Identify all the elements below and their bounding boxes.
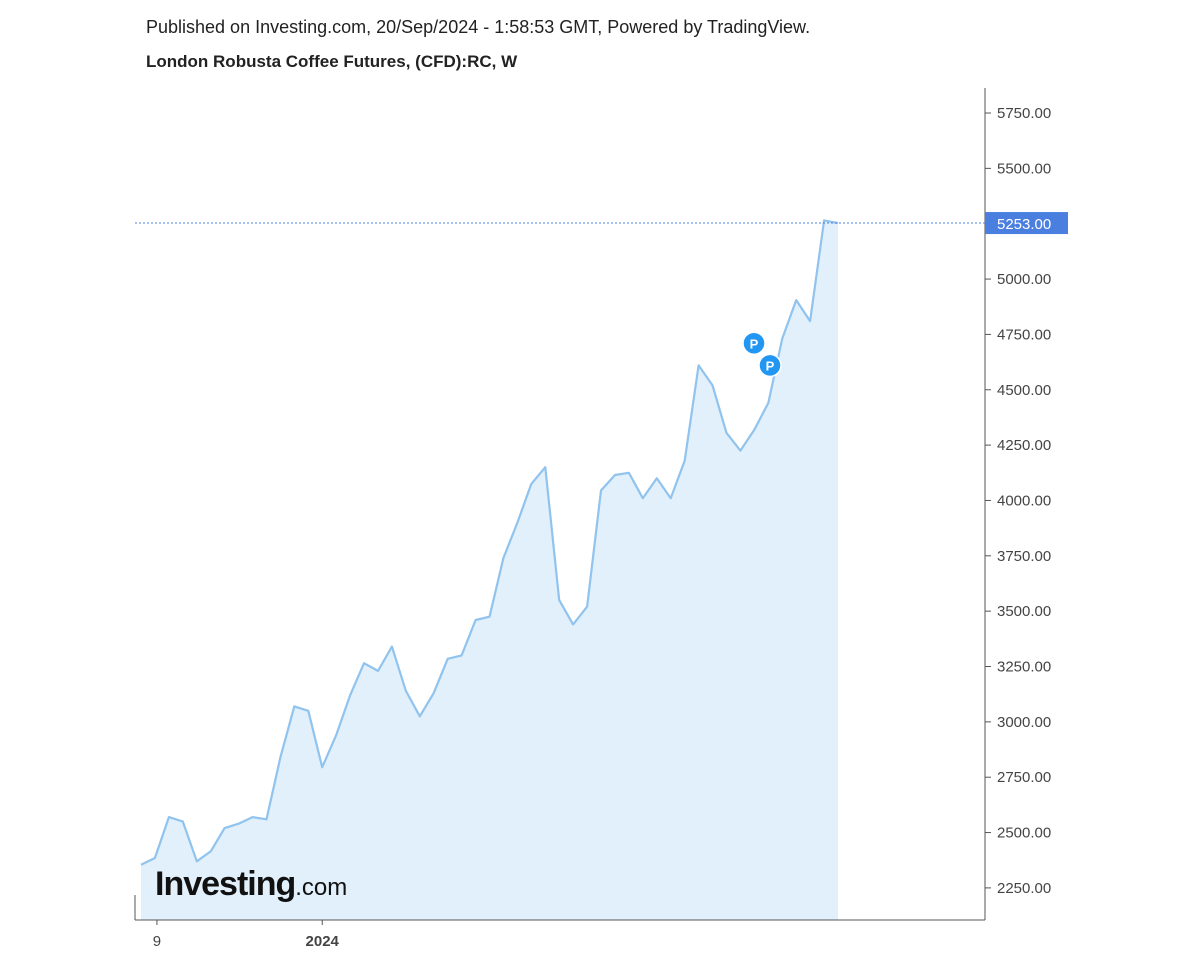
y-tick-label: 5000.00 <box>997 271 1051 288</box>
y-tick-label: 3000.00 <box>997 714 1051 731</box>
marker <box>758 353 782 378</box>
y-tick-label: 3500.00 <box>997 603 1051 620</box>
y-tick-label: 2750.00 <box>997 769 1051 786</box>
last-price-label: 5253.00 <box>997 216 1051 233</box>
y-tick-label: 5750.00 <box>997 105 1051 122</box>
x-tick-label: 2024 <box>306 933 340 950</box>
header: Published on Investing.com, 20/Sep/2024 … <box>146 17 810 37</box>
y-tick-label: 2250.00 <box>997 880 1051 897</box>
y-tick-label: 3750.00 <box>997 548 1051 565</box>
last-price-tag <box>985 212 1068 235</box>
watermark-brand: Investing <box>155 865 295 903</box>
y-tick-label: 4500.00 <box>997 382 1051 399</box>
y-tick-label: 4000.00 <box>997 492 1051 509</box>
y-tick-label: 3250.00 <box>997 659 1051 676</box>
y-tick-label: 4750.00 <box>997 326 1051 343</box>
chart-title: London Robusta Coffee Futures, (CFD):RC,… <box>146 52 518 71</box>
y-tick-label: 2500.00 <box>997 825 1051 842</box>
x-tick-label: 9 <box>153 933 161 950</box>
area-fill <box>141 220 838 920</box>
watermark: Investing.com <box>155 865 347 903</box>
y-tick-label: 4250.00 <box>997 437 1051 454</box>
y-tick-label: 5500.00 <box>997 160 1051 177</box>
price-line <box>140 219 839 866</box>
marker <box>742 331 766 356</box>
watermark-suffix: .com <box>295 874 347 901</box>
marker-label: P <box>750 336 759 351</box>
marker-label: P <box>766 358 775 373</box>
